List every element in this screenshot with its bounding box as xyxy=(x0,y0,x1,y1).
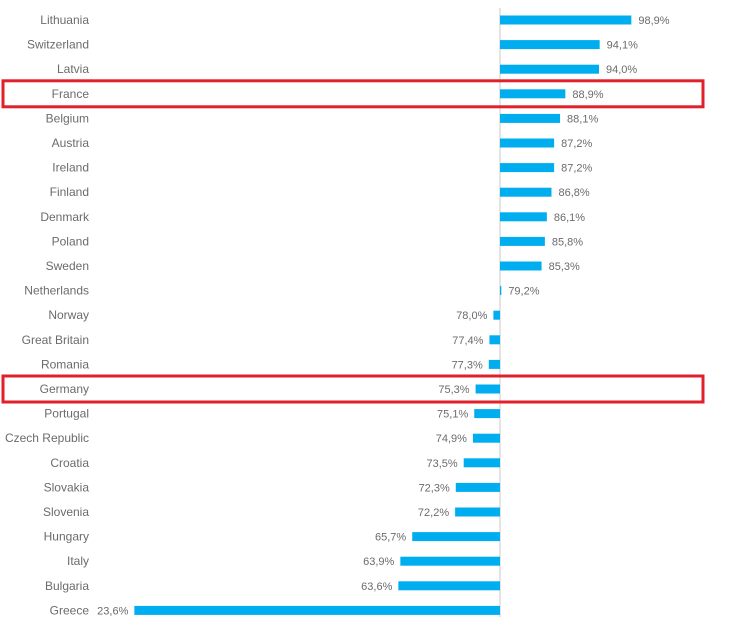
category-label-austria: Austria xyxy=(52,136,90,150)
category-label-czech-republic: Czech Republic xyxy=(5,431,89,445)
category-label-belgium: Belgium xyxy=(46,111,89,125)
category-label-switzerland: Switzerland xyxy=(27,38,89,52)
value-label-finland: 86,8% xyxy=(558,187,589,199)
bar-norway xyxy=(493,310,500,320)
value-label-latvia: 94,0% xyxy=(606,64,637,76)
bar-denmark xyxy=(500,212,547,222)
bar-italy xyxy=(400,556,500,566)
category-label-germany: Germany xyxy=(40,382,89,396)
value-label-great-britain: 77,4% xyxy=(452,335,483,347)
value-label-germany: 75,3% xyxy=(438,384,469,396)
bar-sweden xyxy=(500,261,542,271)
category-label-slovenia: Slovenia xyxy=(43,505,89,519)
value-label-croatia: 73,5% xyxy=(426,458,457,470)
bar-poland xyxy=(500,236,545,246)
category-label-finland: Finland xyxy=(50,185,89,199)
highlight-box-france xyxy=(1,79,705,109)
value-label-bulgaria: 63,6% xyxy=(361,581,392,593)
value-label-norway: 78,0% xyxy=(456,310,487,322)
bar-slovenia xyxy=(455,507,500,517)
bar-croatia xyxy=(463,458,500,468)
value-label-austria: 87,2% xyxy=(561,138,592,150)
bar-bulgaria xyxy=(398,581,500,591)
value-label-switzerland: 94,1% xyxy=(607,40,638,52)
value-label-romania: 77,3% xyxy=(452,359,483,371)
highlight-box-germany xyxy=(1,374,705,404)
bar-greece xyxy=(134,605,501,615)
category-label-ireland: Ireland xyxy=(52,161,89,175)
category-label-norway: Norway xyxy=(48,308,89,322)
value-label-sweden: 85,3% xyxy=(549,261,580,273)
category-label-sweden: Sweden xyxy=(46,259,89,273)
value-label-hungary: 65,7% xyxy=(375,532,406,544)
bar-france xyxy=(500,89,566,99)
bar-czech-republic xyxy=(472,433,500,443)
bar-austria xyxy=(500,138,555,148)
bar-germany xyxy=(475,384,500,394)
category-label-greece: Greece xyxy=(50,603,90,617)
category-label-netherlands: Netherlands xyxy=(24,284,89,298)
category-label-slovakia: Slovakia xyxy=(44,480,90,494)
bar-latvia xyxy=(500,64,599,74)
bar-romania xyxy=(488,359,500,369)
value-label-czech-republic: 74,9% xyxy=(436,433,467,445)
category-label-croatia: Croatia xyxy=(50,456,89,470)
bar-belgium xyxy=(500,113,561,123)
value-label-belgium: 88,1% xyxy=(567,113,598,125)
value-label-portugal: 75,1% xyxy=(437,409,468,421)
value-label-lithuania: 98,9% xyxy=(638,15,669,27)
category-label-france: France xyxy=(52,87,90,101)
category-label-latvia: Latvia xyxy=(57,62,89,76)
value-label-slovakia: 72,3% xyxy=(419,482,450,494)
category-label-poland: Poland xyxy=(52,234,89,248)
bar-ireland xyxy=(500,163,555,173)
bar-lithuania xyxy=(500,15,632,25)
bar-portugal xyxy=(474,409,500,419)
category-label-hungary: Hungary xyxy=(44,530,89,544)
value-label-greece: 23,6% xyxy=(97,605,128,617)
value-label-netherlands: 79,2% xyxy=(508,286,539,298)
value-label-slovenia: 72,2% xyxy=(418,507,449,519)
category-label-lithuania: Lithuania xyxy=(40,13,89,27)
category-label-romania: Romania xyxy=(41,357,89,371)
value-label-denmark: 86,1% xyxy=(554,212,585,224)
value-label-italy: 63,9% xyxy=(363,556,394,568)
bar-great-britain xyxy=(489,335,500,345)
value-label-france: 88,9% xyxy=(572,89,603,101)
category-label-denmark: Denmark xyxy=(40,210,90,224)
category-label-bulgaria: Bulgaria xyxy=(45,579,89,593)
category-label-italy: Italy xyxy=(67,554,89,568)
value-label-poland: 85,8% xyxy=(552,236,583,248)
bar-finland xyxy=(500,187,552,197)
value-label-ireland: 87,2% xyxy=(561,163,592,175)
bar-hungary xyxy=(412,532,500,542)
bar-slovakia xyxy=(455,482,500,492)
bar-switzerland xyxy=(500,40,600,50)
category-label-portugal: Portugal xyxy=(44,407,89,421)
category-label-great-britain: Great Britain xyxy=(22,333,89,347)
bar-netherlands xyxy=(500,286,502,296)
